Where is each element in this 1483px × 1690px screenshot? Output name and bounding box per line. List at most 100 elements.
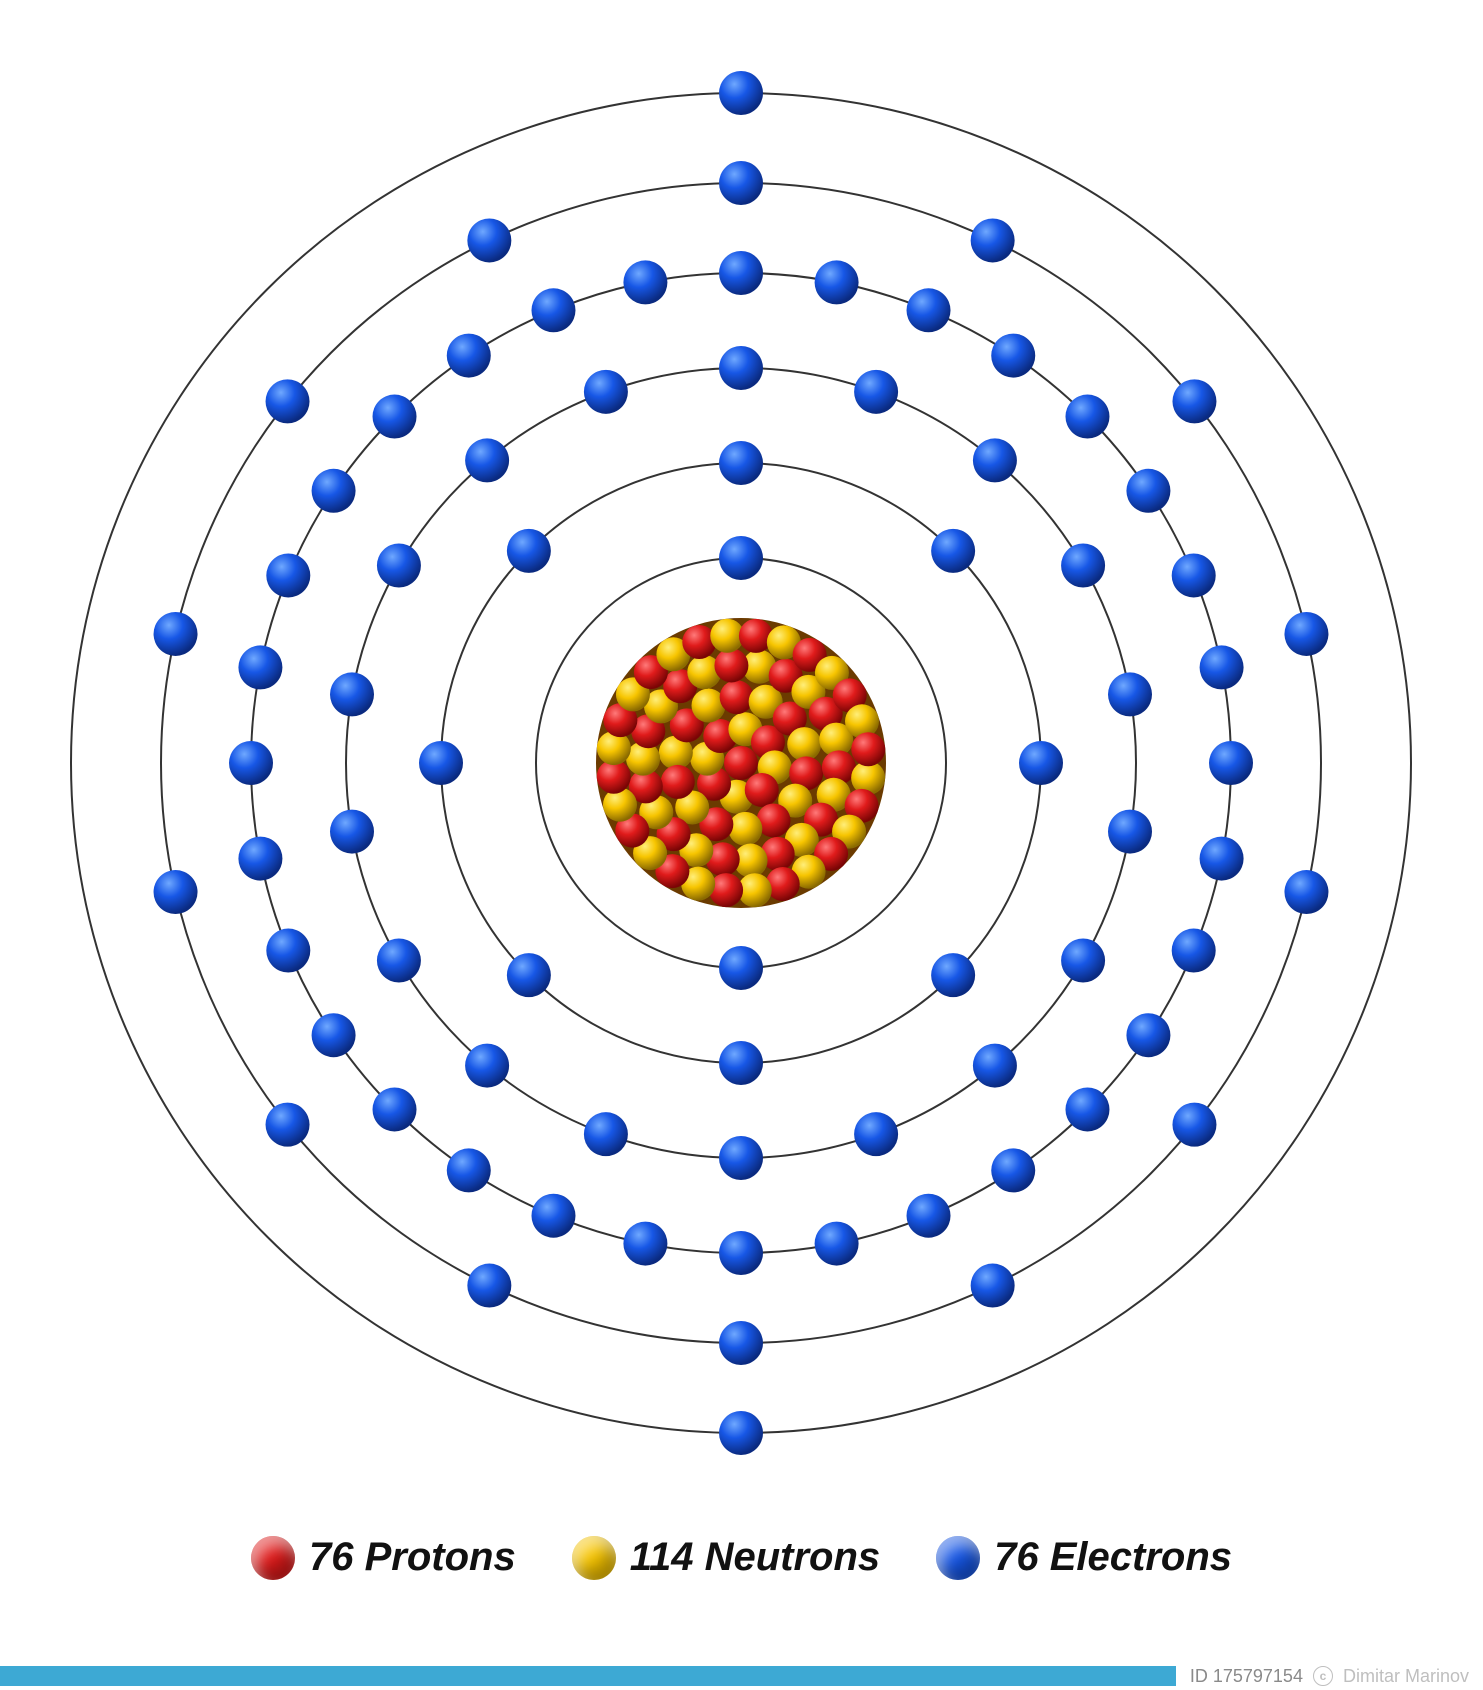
- electron-icon: [419, 741, 463, 785]
- electron-icon: [1172, 379, 1216, 423]
- electron-icon: [719, 1321, 763, 1365]
- electron-icon: [931, 529, 975, 573]
- neutron-icon: [728, 812, 762, 846]
- legend-neutrons-label: 114 Neutrons: [630, 1535, 880, 1580]
- proton-icon: [851, 732, 885, 766]
- electron-icon: [1019, 741, 1063, 785]
- image-credit-label: Dimitar Marinov: [1343, 1666, 1469, 1687]
- electron-icon: [507, 529, 551, 573]
- legend: 76 Protons 114 Neutrons 76 Electrons: [0, 1535, 1483, 1580]
- electron-icon: [373, 1087, 417, 1131]
- electron-icon: [467, 218, 511, 262]
- neutron-icon: [845, 704, 879, 738]
- electron-icon: [719, 1041, 763, 1085]
- legend-electrons-label: 76 Electrons: [994, 1535, 1232, 1580]
- proton-swatch-icon: [251, 1536, 295, 1580]
- legend-item-neutrons: 114 Neutrons: [572, 1535, 880, 1580]
- image-id-label: ID 175797154: [1190, 1666, 1303, 1687]
- footer-bar: ID 175797154 c Dimitar Marinov: [0, 1662, 1483, 1690]
- electron-icon: [1065, 1087, 1109, 1131]
- legend-item-electrons: 76 Electrons: [936, 1535, 1232, 1580]
- nucleus: [596, 618, 886, 908]
- electron-icon: [312, 1013, 356, 1057]
- electron-icon: [719, 946, 763, 990]
- proton-icon: [720, 680, 754, 714]
- electron-icon: [465, 1044, 509, 1088]
- electron-icon: [971, 218, 1015, 262]
- electron-icon: [465, 438, 509, 482]
- proton-icon: [766, 867, 800, 901]
- electron-icon: [266, 1103, 310, 1147]
- proton-icon: [682, 625, 716, 659]
- electron-icon: [971, 1264, 1015, 1308]
- neutron-swatch-icon: [572, 1536, 616, 1580]
- electron-icon: [266, 929, 310, 973]
- electron-icon: [1172, 553, 1216, 597]
- electron-icon: [991, 334, 1035, 378]
- electron-icon: [330, 810, 374, 854]
- electron-icon: [719, 1136, 763, 1180]
- electron-icon: [266, 553, 310, 597]
- electron-icon: [229, 741, 273, 785]
- electron-icon: [154, 612, 198, 656]
- electron-icon: [1061, 544, 1105, 588]
- proton-icon: [745, 773, 779, 807]
- electron-swatch-icon: [936, 1536, 980, 1580]
- electron-icon: [531, 288, 575, 332]
- electron-icon: [907, 1194, 951, 1238]
- electron-icon: [719, 1231, 763, 1275]
- electron-icon: [1065, 395, 1109, 439]
- electron-icon: [1284, 612, 1328, 656]
- electron-icon: [719, 1411, 763, 1455]
- copyright-icon: c: [1313, 1666, 1333, 1686]
- neutron-icon: [603, 788, 637, 822]
- electron-icon: [815, 1222, 859, 1266]
- electron-icon: [330, 672, 374, 716]
- legend-item-protons: 76 Protons: [251, 1535, 516, 1580]
- electron-icon: [1108, 810, 1152, 854]
- electron-icon: [623, 260, 667, 304]
- electron-icon: [973, 1044, 1017, 1088]
- legend-protons-label: 76 Protons: [309, 1535, 516, 1580]
- neutron-icon: [787, 727, 821, 761]
- electron-icon: [973, 438, 1017, 482]
- electron-icon: [238, 645, 282, 689]
- electron-icon: [1126, 1013, 1170, 1057]
- electron-icon: [1172, 929, 1216, 973]
- electron-icon: [1126, 469, 1170, 513]
- electron-icon: [719, 161, 763, 205]
- electron-icon: [531, 1194, 575, 1238]
- electron-icon: [1200, 645, 1244, 689]
- electron-icon: [1209, 741, 1253, 785]
- electron-icon: [719, 346, 763, 390]
- electron-icon: [447, 334, 491, 378]
- proton-icon: [714, 648, 748, 682]
- footer-box: ID 175797154 c Dimitar Marinov: [1176, 1662, 1483, 1690]
- electron-icon: [907, 288, 951, 332]
- electron-icon: [1284, 870, 1328, 914]
- electron-icon: [719, 71, 763, 115]
- atom-diagram: [0, 0, 1483, 1690]
- electron-icon: [1108, 672, 1152, 716]
- stage: 76 Protons 114 Neutrons 76 Electrons ID …: [0, 0, 1483, 1690]
- proton-icon: [661, 765, 695, 799]
- electron-icon: [447, 1148, 491, 1192]
- electron-icon: [854, 1112, 898, 1156]
- electron-icon: [815, 260, 859, 304]
- electron-icon: [266, 379, 310, 423]
- electron-icon: [1172, 1103, 1216, 1147]
- footer-stripe: [0, 1666, 1176, 1686]
- proton-icon: [724, 746, 758, 780]
- electron-icon: [377, 939, 421, 983]
- electron-icon: [377, 544, 421, 588]
- electron-icon: [584, 370, 628, 414]
- electron-icon: [312, 469, 356, 513]
- electron-icon: [854, 370, 898, 414]
- electron-icon: [584, 1112, 628, 1156]
- electron-icon: [507, 953, 551, 997]
- electron-icon: [623, 1222, 667, 1266]
- electron-icon: [719, 251, 763, 295]
- electron-icon: [1061, 939, 1105, 983]
- electron-icon: [154, 870, 198, 914]
- electron-icon: [238, 837, 282, 881]
